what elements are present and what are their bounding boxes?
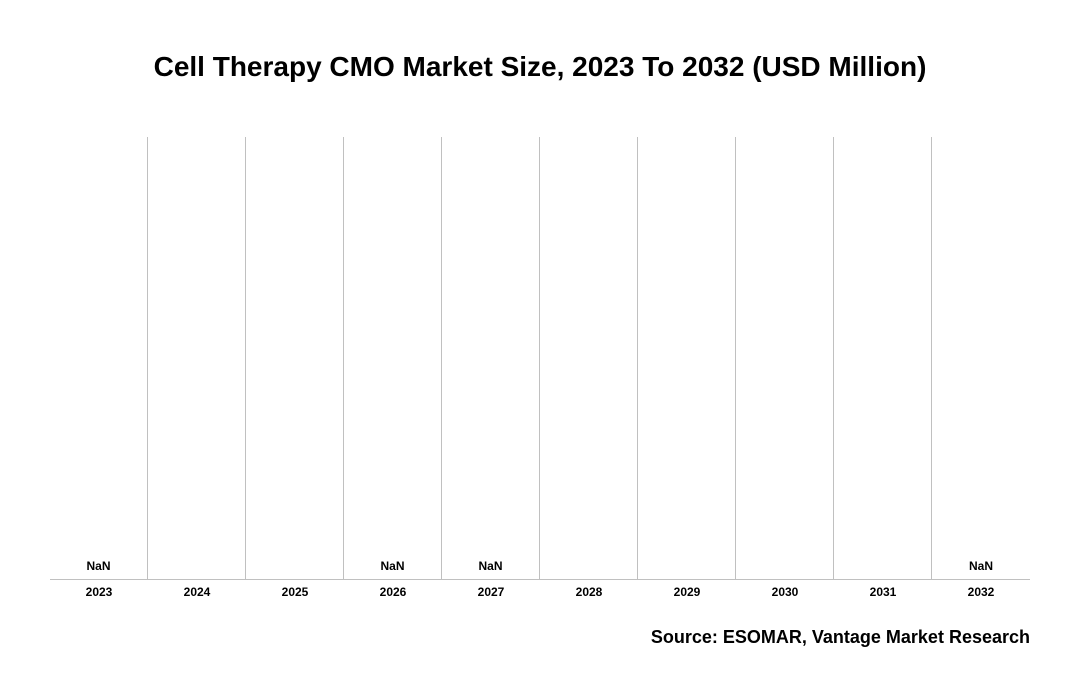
chart-title: Cell Therapy CMO Market Size, 2023 To 20… bbox=[0, 51, 1080, 83]
x-axis-tick: 2025 bbox=[246, 585, 344, 599]
chart-column bbox=[736, 137, 834, 579]
chart-column bbox=[834, 137, 932, 579]
chart-column: NaN bbox=[442, 137, 540, 579]
chart-source: Source: ESOMAR, Vantage Market Research bbox=[651, 627, 1030, 648]
x-axis-tick: 2032 bbox=[932, 585, 1030, 599]
chart-column: NaN bbox=[932, 137, 1030, 579]
chart-column: NaN bbox=[344, 137, 442, 579]
chart-column: NaN bbox=[50, 137, 148, 579]
x-axis-tick: 2027 bbox=[442, 585, 540, 599]
chart-plot-area: NaN NaN NaN NaN bbox=[50, 137, 1030, 580]
chart-column bbox=[148, 137, 246, 579]
chart-column bbox=[638, 137, 736, 579]
x-axis-tick: 2028 bbox=[540, 585, 638, 599]
x-axis-tick: 2024 bbox=[148, 585, 246, 599]
bar-value-label: NaN bbox=[969, 559, 993, 573]
chart-column bbox=[246, 137, 344, 579]
x-axis-tick: 2023 bbox=[50, 585, 148, 599]
bar-value-label: NaN bbox=[380, 559, 404, 573]
chart-column bbox=[540, 137, 638, 579]
chart-x-axis: 2023202420252026202720282029203020312032 bbox=[50, 585, 1030, 605]
x-axis-tick: 2026 bbox=[344, 585, 442, 599]
bar-value-label: NaN bbox=[478, 559, 502, 573]
x-axis-tick: 2029 bbox=[638, 585, 736, 599]
bar-value-label: NaN bbox=[86, 559, 110, 573]
x-axis-tick: 2031 bbox=[834, 585, 932, 599]
x-axis-tick: 2030 bbox=[736, 585, 834, 599]
